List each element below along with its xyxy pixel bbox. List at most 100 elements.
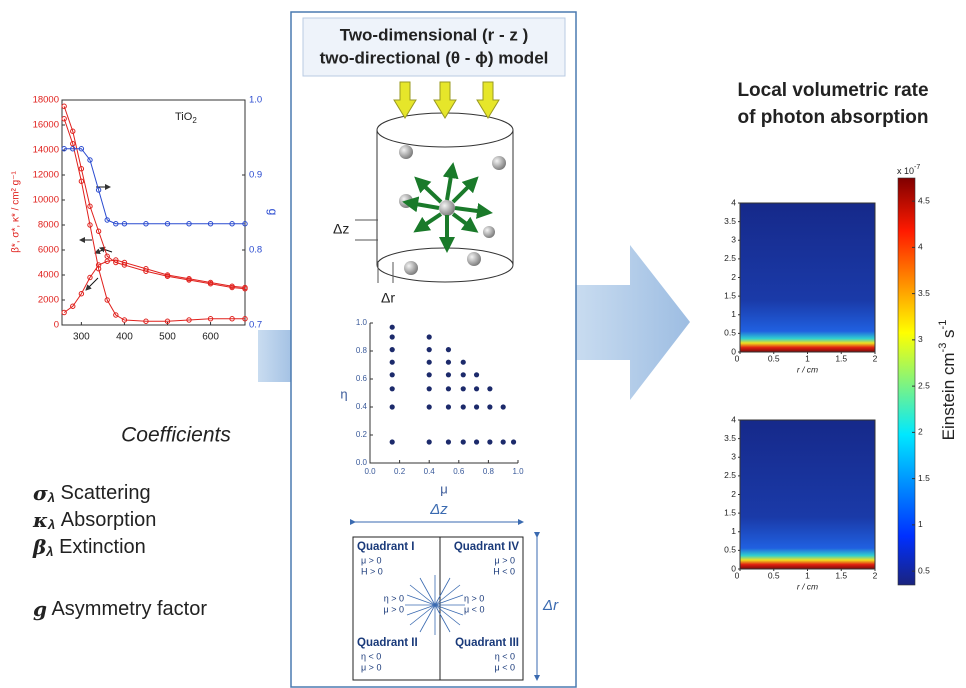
x-tick-label: 0 [735,353,740,363]
point [445,386,452,392]
data-point [121,221,128,227]
point [389,372,395,378]
colorbar-tick-label: 2 [918,427,923,437]
x-tick-label: 500 [159,332,176,343]
point [460,372,466,378]
quadrant-condition: H > 0 [361,566,383,576]
annotation-part: 2 [192,116,197,125]
x-tick-label: 0.0 [364,467,376,476]
data-point [242,221,248,227]
y-tick-label: 3 [731,235,736,245]
quadrant-diagram [350,519,540,681]
point [500,404,506,410]
data-point [78,166,85,172]
direction-condition: μ < 0 [464,604,484,614]
data-point [207,279,214,286]
title-box [302,17,566,77]
data-point [113,257,119,263]
data-point [164,221,171,227]
y2-tick-label: 0.7 [249,320,262,331]
y-tick-label: 14000 [33,145,59,156]
y-tick-label: 0 [54,320,59,331]
data-point [207,316,214,322]
colorbar-label-part: -3 [937,343,949,353]
center-panel [290,11,577,688]
data-point [186,276,192,282]
delta-r: Δr [381,290,395,306]
y-tick-label: 0 [731,346,736,356]
delta-z: Δz [333,221,349,237]
y-tick-label: 0.5 [724,328,736,338]
data-point [61,116,67,122]
x-tick-label: 0 [735,570,740,580]
panel-title: Two-dimensional (r - z ) [340,25,529,44]
data-point [61,103,67,109]
quadrant-condition: H < 0 [493,566,515,576]
quadrant-condition: η < 0 [361,651,381,661]
quadrant-name: Quadrant I [357,541,415,553]
colorbar-scale-part: -7 [914,164,920,171]
data-point [78,178,85,184]
point [426,404,432,410]
coefficient-part: Absorption [55,509,156,531]
data-point [70,146,76,152]
data-point [121,317,128,323]
data-point [104,297,110,303]
coefficient: κλ Absorption [32,508,156,533]
colorbar-tick-label: 1 [918,519,923,529]
x-tick-label: 300 [73,332,90,343]
coefficient-part: Asymmetry factor [47,598,207,620]
data-point [78,291,85,297]
data-point [242,316,248,322]
data-point [95,228,102,234]
quadrant-condition: μ > 0 [361,555,381,565]
point [445,404,452,410]
quadrant-condition: η < 0 [495,651,515,661]
data-point [113,312,119,318]
y-tick-label: 1.5 [724,290,736,300]
y-tick-label: 0 [731,563,736,573]
coefficient: g Asymmetry factor [33,597,207,621]
colorbar [897,177,916,586]
coefficient-part: κ [32,508,48,532]
data-point [104,253,110,259]
series-line [64,148,245,225]
y-tick-label: 16000 [33,120,59,131]
y2-axis-label: g [266,209,280,216]
data-point [78,146,85,152]
quadrant-name: Quadrant III [455,637,519,649]
point [389,439,395,445]
point [460,404,466,410]
point [473,372,480,378]
coefficient: βλ Extinction [32,535,146,560]
data-point [113,221,119,227]
data-point [95,262,102,268]
x-tick-label: 1.0 [512,467,524,476]
point [445,347,452,353]
x-axis-label: μ [440,481,448,496]
point [473,439,480,445]
point [389,404,395,410]
point [487,386,493,392]
y-tick-label: 4000 [38,270,59,281]
y-tick-label: 4 [731,197,736,207]
coefficient-part: Extinction [54,536,146,558]
y-tick-label: 2 [731,489,736,499]
coefficient-part: g [33,597,47,621]
x-tick-label: 0.5 [768,570,780,580]
data-point [87,222,93,228]
data-point [87,157,93,163]
coefficient-part: β [32,535,46,559]
x-tick-label: 0.6 [453,467,465,476]
point [426,347,432,353]
x-tick-label: 400 [116,332,133,343]
data-point [104,258,110,264]
colorbar-label: Einstein cm-3 s-1 [937,320,959,441]
data-point [95,187,102,193]
point [426,359,432,365]
quadrant-condition: μ > 0 [361,662,381,672]
coefficient: σλ Scattering [33,481,151,506]
colorbar-tick-label: 0.5 [918,565,930,575]
series-line [63,106,246,290]
